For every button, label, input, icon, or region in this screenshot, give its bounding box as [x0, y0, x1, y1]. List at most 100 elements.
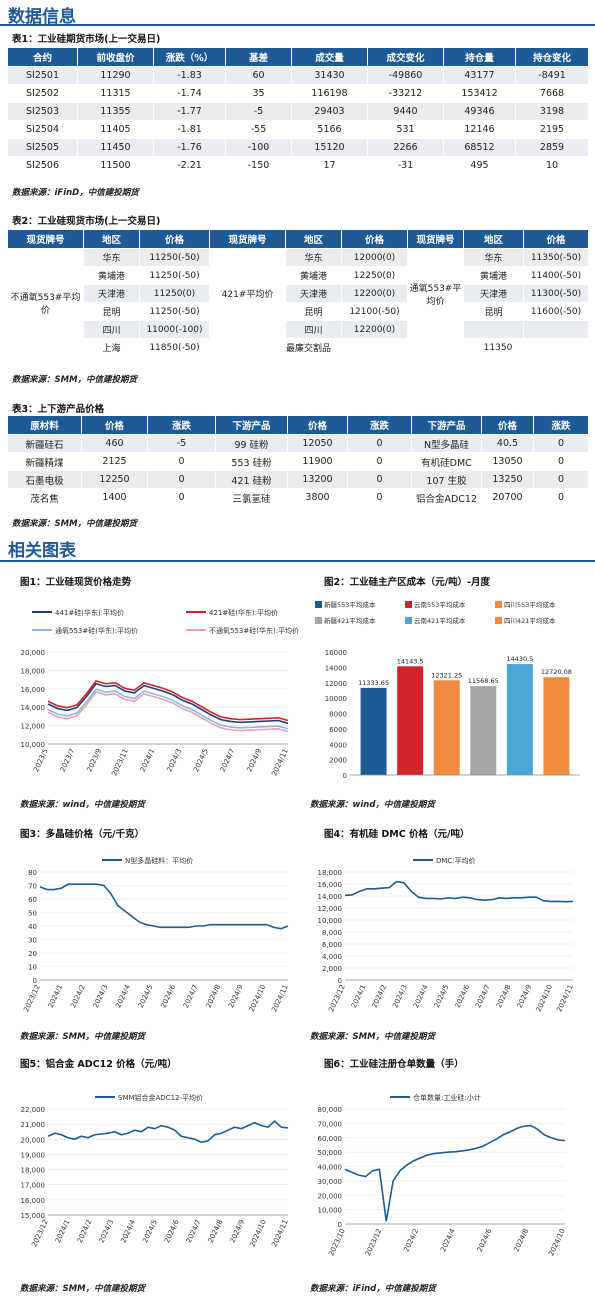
- table-cell: 2125: [81, 452, 148, 471]
- futures-table: 合约 前收盘价 涨跌（%） 基差 成交量 成交变化 持仓量 持仓变化 SI2501 11290 -1…: [7, 47, 589, 175]
- y-tick-label: 10000: [325, 695, 347, 703]
- column-header: 持仓变化: [515, 47, 589, 67]
- y-tick-label: 2,000: [322, 965, 342, 973]
- legend-label: 通氧553#硅(华东):平均价: [55, 626, 138, 635]
- series-line-1: [47, 680, 289, 722]
- y-tick-label: 0: [33, 977, 37, 985]
- y-tick-label: 15,000: [21, 1212, 46, 1220]
- y-tick-label: 20,000: [21, 649, 46, 657]
- table-cell: 2195: [515, 120, 589, 139]
- column-header: 基差: [225, 47, 292, 67]
- series-line-3: [47, 691, 289, 733]
- legend-label: 仓单数量:工业硅:小计: [413, 1093, 481, 1102]
- table-cell: -33212: [367, 84, 444, 103]
- x-tick-label: 2024/6: [163, 1218, 181, 1244]
- table-cell: 460: [81, 434, 148, 453]
- price-cell: 11250(-50): [139, 266, 210, 285]
- table-cell: 99 硅粉: [215, 434, 288, 453]
- section-title-charts: 相关图表: [8, 541, 76, 561]
- y-tick-label: 4000: [329, 741, 347, 749]
- table-cell: SI2502: [7, 84, 78, 103]
- x-tick-label: 2024/2: [402, 1227, 420, 1253]
- x-tick-label: 2024/3: [98, 1218, 116, 1244]
- table-cell: 153412: [443, 84, 516, 103]
- table-cell: 107 生胶: [411, 470, 482, 489]
- table-cell: -1.76: [153, 138, 226, 157]
- column-header: 涨跌: [147, 415, 216, 435]
- y-tick-label: 30,000: [318, 1178, 343, 1186]
- table-row: 天津港 11250(0) 天津港 12200(0) 天津港 11300(-50): [8, 284, 589, 303]
- table-cell: 35: [225, 84, 292, 103]
- y-tick-label: 20: [28, 950, 37, 958]
- y-tick-label: 6,000: [322, 941, 342, 949]
- data-label: 11333.65: [358, 679, 389, 687]
- price-cell: 11250(0): [139, 284, 210, 303]
- table-row: SI2503 11355 -1.77 -5 29403 9440 49346 3198: [7, 102, 589, 121]
- y-tick-label: 16,000: [318, 881, 343, 889]
- x-tick-label: 2023/10: [327, 1227, 347, 1257]
- y-tick-label: 12000: [325, 680, 347, 688]
- column-header: 持仓量: [443, 47, 516, 67]
- y-tick-label: 18,000: [318, 869, 343, 877]
- data-label: 14143.5: [397, 657, 424, 665]
- table-cell: 0: [533, 434, 589, 453]
- x-tick-label: 2024/9: [516, 983, 534, 1009]
- table-cell: 11315: [77, 84, 154, 103]
- x-tick-label: 2024/3: [165, 747, 183, 773]
- table-cell: 116198: [291, 84, 368, 103]
- x-tick-label: 2024/2: [371, 983, 389, 1009]
- y-tick-label: 21,000: [21, 1121, 46, 1129]
- table-cell: 三氯氢硅: [215, 488, 288, 507]
- y-tick-label: 12,000: [21, 723, 46, 731]
- column-header: 原材料: [7, 415, 82, 435]
- table-cell: -5: [225, 102, 292, 121]
- price-cell: 11850(-50): [139, 338, 210, 357]
- x-tick-label: 2024/1: [47, 983, 65, 1009]
- series-line: [344, 880, 574, 903]
- price-cell: 12200(0): [341, 320, 408, 339]
- x-tick-label: 2023/7: [59, 747, 77, 773]
- table-cell: 17: [291, 156, 368, 175]
- x-tick-label: 2024/8: [205, 983, 223, 1009]
- table-row: SI2501 11290 -1.83 60 31430 -49860 43177 -8491: [7, 66, 589, 85]
- table-cell: 11900: [287, 452, 348, 471]
- column-header: 价格: [287, 415, 348, 435]
- chart3-caption: 图3：多晶硅价格（元/千克）: [20, 829, 145, 840]
- table3-caption: 表3：上下游产品价格: [12, 404, 105, 415]
- table-row: 上海 11850(-50) 最廉交割品 11350: [8, 338, 589, 357]
- table-cell: -49860: [367, 66, 444, 85]
- price-cell: 12250(0): [341, 266, 408, 285]
- region-cell: 四川: [285, 320, 342, 339]
- table-cell: 495: [443, 156, 516, 175]
- table-cell: 0: [533, 452, 589, 471]
- legend-label: N型多晶硅料：平均价: [125, 856, 193, 865]
- table-cell: 31430: [291, 66, 368, 85]
- x-tick-label: 2024/2: [76, 1218, 94, 1244]
- table-cell: 553 硅粉: [215, 452, 288, 471]
- chart5-source: 数据来源：SMM，中信建投期货: [20, 1284, 146, 1294]
- y-tick-label: 16,000: [21, 686, 46, 694]
- table-cell: 531: [367, 120, 444, 139]
- region-cell: 黄埔港: [463, 266, 524, 285]
- column-header: 下游产品: [215, 415, 288, 435]
- table-row: SI2504 11405 -1.81 -55 5166 531 12146 2195: [7, 120, 589, 139]
- x-tick-label: 2024/7: [185, 1218, 203, 1244]
- column-header: 前收盘价: [77, 47, 154, 67]
- table-cell: 0: [347, 470, 412, 489]
- y-tick-label: 50: [28, 910, 37, 918]
- x-tick-label: 2024/8: [495, 983, 513, 1009]
- x-tick-label: 2024/10: [248, 983, 268, 1013]
- column-header: 涨跌（%）: [153, 47, 226, 67]
- chart6-source: 数据来源：iFind，中信建投期货: [310, 1284, 436, 1294]
- table-cell: 20700: [481, 488, 534, 507]
- y-tick-label: 70,000: [318, 1120, 343, 1128]
- chart4-dmc-line: DMC:平均价 18,000 16,000 14,000 12,000 10,000 8,0…: [318, 856, 575, 1013]
- table-row: SI2505 11450 -1.76 -100 15120 2266 68512 2859: [7, 138, 589, 157]
- series-line: [47, 1120, 289, 1144]
- x-tick-label: 2024/9: [245, 747, 263, 773]
- x-tick-label: 2024/4: [119, 1218, 137, 1244]
- table-row: 新疆硅石 460 -5 99 硅粉 12050 0 N型多晶硅 40.5 0: [7, 434, 589, 453]
- y-tick-label: 0: [338, 977, 342, 985]
